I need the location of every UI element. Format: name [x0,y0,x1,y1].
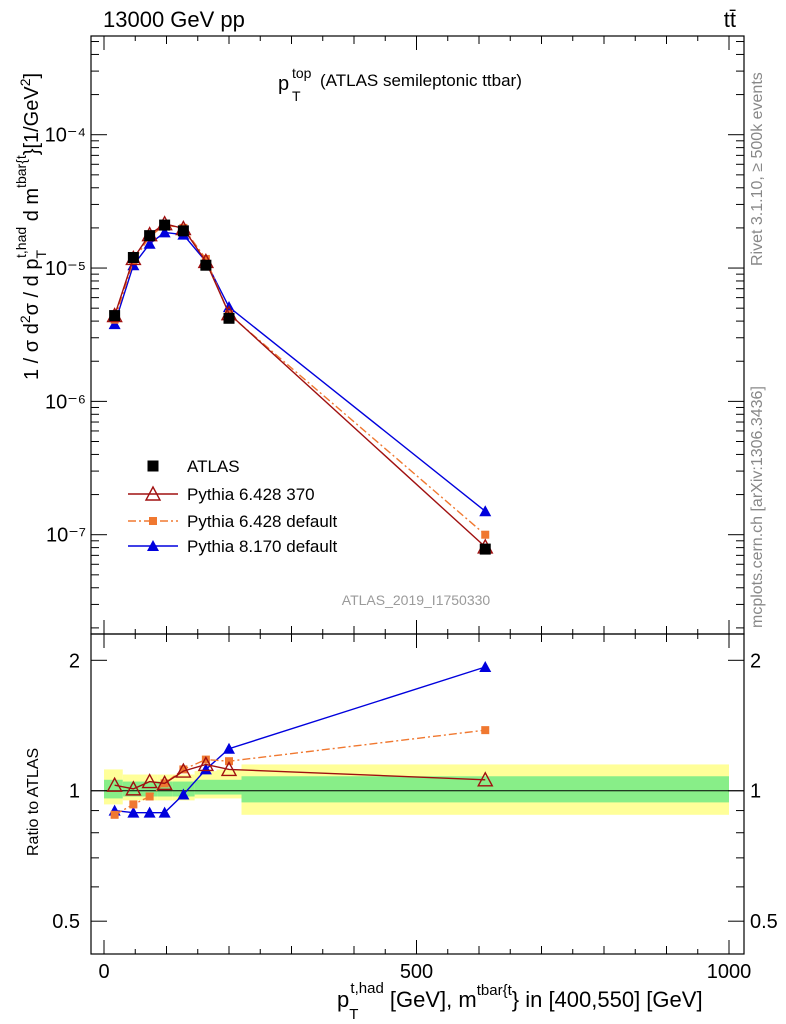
x-tick-label: 0 [98,961,109,983]
y-tick-label-main: 10⁻⁴ [45,125,86,147]
uncertainty-band [104,764,729,815]
main-point-atlas [127,251,139,263]
process-label: tt̄ [724,7,736,32]
ratio-point-pythia-6-428-default [179,765,188,774]
main-point-atlas [479,543,491,555]
y-tick-label-ratio-right: 2 [750,650,761,672]
legend-marker-atlas [147,460,159,472]
legend-label-pythia-6-428-default: Pythia 6.428 default [187,512,338,531]
title-rest: (ATLAS semileptonic ttbar) [320,71,522,90]
title-p: p [278,73,289,95]
ratio-point-pythia-6-428-370 [106,776,123,792]
legend-label-atlas: ATLAS [187,457,240,476]
energy-label: 13000 GeV pp [103,7,245,32]
ratio-point-pythia-6-428-370 [197,755,215,772]
ratio-point-pythia-6-428-default [129,800,138,809]
y-tick-label-main: 10⁻⁵ [45,258,86,280]
main-point-pythia-8-170-default [479,505,492,517]
legend-marker-pythia-6-428-370 [144,485,162,501]
analysis-watermark: ATLAS_2019_I1750330 [342,592,491,608]
ratio-point-pythia-6-428-370 [220,760,238,777]
band-inner-segment [241,776,729,803]
x-tick-label: 1000 [707,961,752,983]
y-tick-label-main: 10⁻⁷ [46,525,86,547]
ratio-point-pythia-8-170-default [223,742,235,754]
axis-ticks: 0 500 1000 10⁻⁷ 10⁻⁶ 10⁻⁵ 10⁻⁴ 0.5 0.5 1 1 2 2 [45,36,778,983]
ratio-point-pythia-6-428-370 [141,773,158,789]
ratio-point-pythia-6-428-370 [175,762,192,778]
main-point-atlas [223,312,235,324]
ratio-point-pythia-8-170-default [177,788,190,800]
main-line-pythia-8-170-default [113,231,486,512]
ratio-point-pythia-6-428-default [201,755,210,764]
mcplots-label: mcplots.cern.ch [arXiv:1306.3436] [749,386,766,628]
legend: ATLAS Pythia 6.428 370 Pythia 6.428 defaul… [128,457,338,556]
ratio-point-pythia-6-428-370 [477,771,494,787]
band-inner-segment [194,779,217,795]
x-axis-label-text: pTt,had [GeV], mtbar{t} in [400,550] [Ge… [337,980,703,1023]
ratio-point-pythia-6-428-370 [156,774,173,791]
legend-label-pythia-6-428-370: Pythia 6.428 370 [187,485,315,504]
ratio-point-pythia-8-170-default [479,661,492,673]
main-point-pythia-6-428-default [201,254,210,263]
main-series-layer [106,215,494,555]
plot-title: p top T (ATLAS semileptonic ttbar) [278,65,522,104]
x-axis-label: pTt,had [GeV], mtbar{t} in [400,550] [Ge… [337,980,703,1023]
main-point-pythia-8-170-default [158,226,171,238]
ratio-series-layer [106,661,494,819]
legend-marker-pythia-6-428-default [149,517,157,525]
title-sup: top [292,65,312,81]
main-point-atlas [144,230,156,242]
ratio-panel-frame [90,633,745,955]
y-axis-label-main-text: 1 / σ d2σ / d pTt,had d mtbar{t}[1/GeV2] [13,73,49,380]
ratio-point-pythia-8-170-default [199,763,212,775]
y-tick-label-ratio: 2 [69,650,80,672]
main-point-atlas [109,310,121,322]
legend-label-pythia-8-170-default: Pythia 8.170 default [187,537,338,556]
y-tick-label-ratio: 1 [69,781,80,803]
x-tick-label: 500 [400,961,433,983]
ratio-point-pythia-6-428-default [145,792,154,801]
main-point-pythia-6-428-default [481,530,490,539]
y-tick-label-ratio-right: 1 [750,781,761,803]
ratio-point-pythia-6-428-370 [125,780,142,796]
y-tick-label-ratio-right: 0.5 [750,911,778,933]
rivet-version-label: Rivet 3.1.10, ≥ 500k events [749,72,766,266]
band-inner-segment [172,781,195,797]
main-point-atlas [200,259,212,271]
ratio-point-pythia-8-170-default [143,806,156,818]
main-point-atlas [159,219,171,231]
y-tick-label-ratio: 0.5 [52,911,80,933]
ratio-point-pythia-8-170-default [158,806,171,818]
title-sub: T [292,88,301,104]
y-axis-label-main: 1 / σ d2σ / d pTt,had d mtbar{t}[1/GeV2] [13,73,49,380]
main-point-atlas [177,225,189,237]
ratio-point-pythia-6-428-default [110,810,119,819]
legend-marker-pythia-8-170-default [147,540,159,551]
ratio-point-pythia-6-428-default [481,726,490,735]
y-axis-label-ratio: Ratio to ATLAS [25,748,42,856]
y-tick-label-main: 10⁻⁶ [45,391,86,413]
band-inner-segment [216,779,242,795]
ratio-line-pythia-6-428-default [114,729,486,816]
ratio-point-pythia-8-170-default [127,806,140,818]
main-point-pythia-8-170-default [143,237,156,249]
